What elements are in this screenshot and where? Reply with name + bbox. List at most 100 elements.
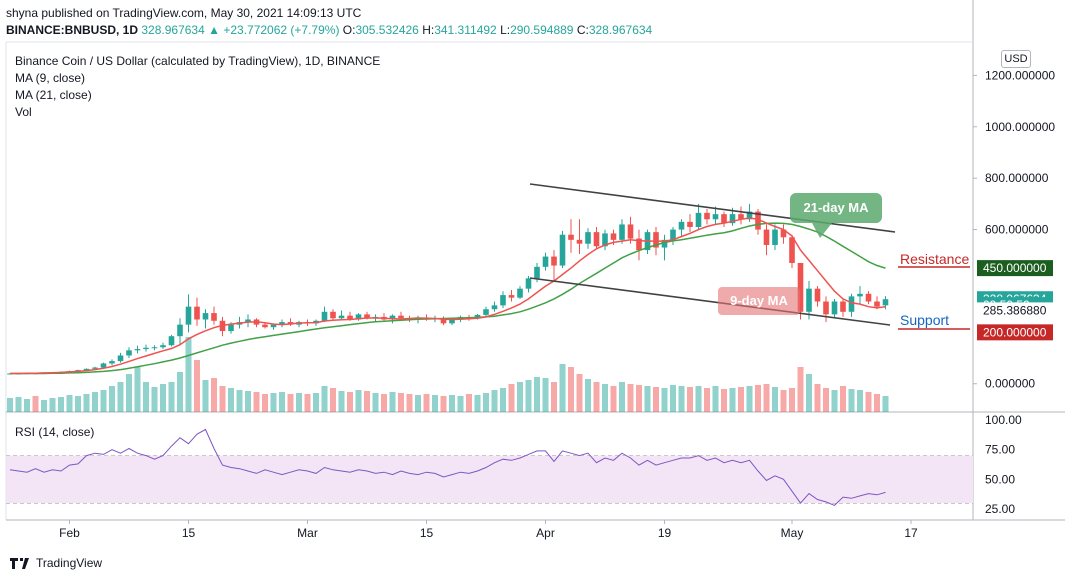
volume-bar <box>823 388 829 412</box>
ma9-callout: 9-day MA <box>718 287 800 315</box>
volume-bar <box>287 394 294 412</box>
ma9-line <box>10 217 886 375</box>
candle-body <box>712 214 719 220</box>
candle-body <box>109 361 115 364</box>
volume-bar <box>185 337 192 412</box>
time-tick-label: 15 <box>182 526 196 540</box>
publisher-line: shyna published on TradingView.com, May … <box>6 6 362 20</box>
volume-bar <box>534 377 540 412</box>
volume-bar <box>24 399 30 412</box>
candle-body <box>823 301 829 315</box>
volume-bar <box>831 390 838 412</box>
volume-bar <box>381 394 387 412</box>
time-tick-label: May <box>781 526 804 540</box>
high-label: H: <box>422 23 435 37</box>
volume-bar <box>721 389 727 412</box>
volume-bar <box>211 378 217 412</box>
candle-body <box>398 315 404 319</box>
ma21-legend[interactable]: MA (21, close) <box>15 88 92 102</box>
candle-body <box>857 293 863 297</box>
last-price: 328.967634 <box>141 23 205 37</box>
volume-bar <box>7 398 13 412</box>
volume-bar <box>228 388 234 412</box>
volume-bar <box>644 386 651 412</box>
volume-bar <box>712 386 719 412</box>
footer-brand[interactable]: TradingView <box>8 556 102 570</box>
volume-bar <box>109 386 115 412</box>
candle-body <box>92 367 98 369</box>
candle-body <box>389 315 396 320</box>
volume-bar <box>746 386 753 412</box>
rsi-tick-label: 100.00 <box>985 413 1022 427</box>
candle-body <box>831 301 838 315</box>
volume-bar <box>593 382 600 412</box>
candle-body <box>882 299 889 306</box>
candle-body <box>602 233 608 247</box>
volume-bar <box>619 382 625 412</box>
volume-bar <box>372 393 379 412</box>
volume-bar <box>457 396 464 412</box>
candle-body <box>440 318 447 324</box>
candle-body <box>134 349 141 351</box>
volume-bar <box>126 374 132 412</box>
volume-bar <box>559 364 566 412</box>
candle-body <box>695 212 702 227</box>
candle-body <box>576 239 583 244</box>
volume-bar <box>389 392 396 412</box>
time-tick-label: 19 <box>658 526 672 540</box>
candle-body <box>636 238 642 251</box>
volume-bar <box>49 398 56 412</box>
candle-body <box>83 368 90 371</box>
volume-bar <box>882 396 889 412</box>
low-value: 290.594889 <box>510 23 574 37</box>
volume-bar <box>219 386 226 412</box>
time-tick-label: Mar <box>297 526 318 540</box>
vol-legend[interactable]: Vol <box>15 105 32 119</box>
volume-bar <box>789 388 795 412</box>
price-badge-text: 450.000000 <box>983 261 1047 275</box>
candle-body <box>746 211 753 220</box>
volume-bar <box>66 395 73 412</box>
candle-body <box>338 315 345 319</box>
volume-bar <box>355 390 362 412</box>
volume-bar <box>364 391 370 412</box>
ma9-legend[interactable]: MA (9, close) <box>15 71 86 85</box>
candle-body <box>542 256 549 267</box>
volume-bar <box>83 394 90 412</box>
ma21-callout-box <box>790 193 882 223</box>
volume-bar <box>848 389 855 412</box>
candle-body <box>100 363 107 368</box>
volume-bar <box>338 391 345 412</box>
volume-bar <box>772 387 778 412</box>
candle-body <box>185 306 192 325</box>
price-tick-label: 600.000000 <box>985 223 1049 237</box>
volume-bar <box>687 387 693 412</box>
volume-bar <box>100 390 107 412</box>
volume-bar <box>627 384 634 412</box>
volume-bar <box>58 397 64 412</box>
candle-body <box>729 214 736 224</box>
candle-body <box>517 288 523 298</box>
candle-body <box>117 355 124 362</box>
ma21-callout-text: 21-day MA <box>803 200 869 215</box>
candle-body <box>755 211 761 230</box>
rsi-legend[interactable]: RSI (14, close) <box>15 425 95 439</box>
volume-bar <box>117 382 124 412</box>
volume-bar <box>585 379 591 412</box>
volume-bar <box>551 382 557 412</box>
time-tick-label: 15 <box>420 526 434 540</box>
volume-bar <box>296 393 302 412</box>
rsi-tick-label: 25.00 <box>985 502 1015 516</box>
candle-body <box>772 229 778 245</box>
price-badge <box>977 302 1053 319</box>
candle-body <box>585 232 591 244</box>
time-tick-label: 17 <box>904 526 918 540</box>
channel-lower-line <box>529 277 891 326</box>
support-label: Support <box>900 312 949 328</box>
volume-bar <box>134 367 141 412</box>
candle-body <box>474 314 481 319</box>
volume-bar <box>525 380 532 412</box>
volume-bar <box>542 378 549 412</box>
currency-button[interactable]: USD <box>1001 50 1031 68</box>
